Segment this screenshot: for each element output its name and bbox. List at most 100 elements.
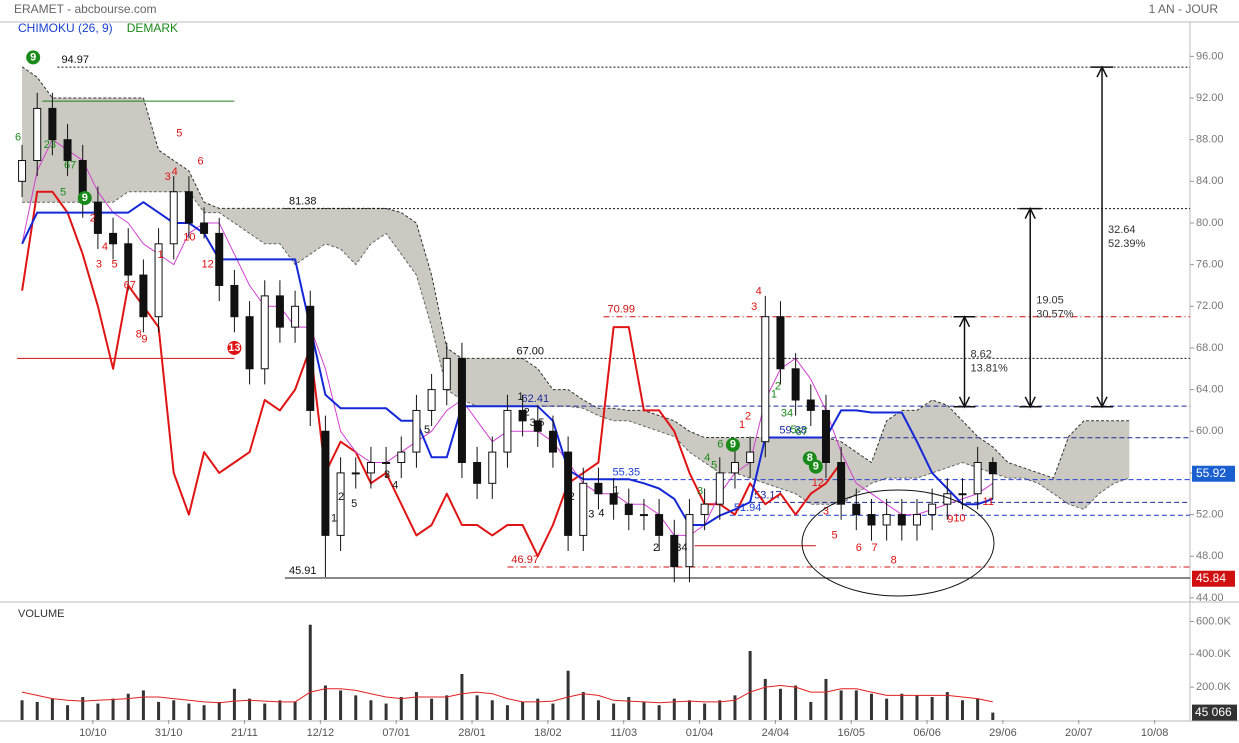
y-tick-label: 88.00 xyxy=(1196,134,1224,146)
period-label: 1 AN - JOUR xyxy=(1149,2,1219,16)
candle-body xyxy=(700,503,709,516)
x-tick-label: 29/06 xyxy=(989,727,1017,739)
volume-bar xyxy=(839,690,843,720)
volume-bar xyxy=(521,701,525,720)
x-tick-label: 11/03 xyxy=(610,727,637,739)
demark-count: 10 xyxy=(183,231,195,243)
volume-bar xyxy=(900,693,904,720)
level-label: 46.97 xyxy=(511,554,539,566)
cloud-lower-edge xyxy=(22,191,1130,510)
volume-bar xyxy=(991,712,995,720)
candle-body xyxy=(715,472,724,505)
x-tick-label: 20/07 xyxy=(1065,727,1093,739)
demark-count: 4 xyxy=(756,286,762,298)
demark-count: 3 xyxy=(588,508,594,520)
y-tick-label: 76.00 xyxy=(1196,259,1224,271)
candle-body xyxy=(958,493,967,496)
candle-body xyxy=(351,472,360,475)
volume-bar xyxy=(869,693,873,720)
y-tick-label: 68.00 xyxy=(1196,342,1224,354)
volume-bar xyxy=(399,697,403,720)
volume-bar xyxy=(763,678,767,720)
candle-body xyxy=(93,201,102,234)
demark-count: 4 xyxy=(598,507,604,519)
y-tick-label: 72.00 xyxy=(1196,300,1224,312)
candle-body xyxy=(579,482,588,536)
x-tick-label: 06/06 xyxy=(913,727,941,739)
demark-count: 4 xyxy=(704,452,710,464)
volume-bar xyxy=(187,703,191,720)
volume-bar xyxy=(490,700,494,720)
volume-bar xyxy=(157,701,161,720)
demark-count: 5 xyxy=(538,417,544,429)
price-tag-label: 55.92 xyxy=(1196,466,1226,480)
demark-count: 6 xyxy=(717,439,723,451)
highlight-ellipse xyxy=(801,489,995,597)
demark-count: 4 xyxy=(172,166,178,178)
volume-bar xyxy=(217,701,221,720)
volume-bar xyxy=(50,698,54,720)
demark-count: 5 xyxy=(831,529,837,541)
demark-count: 34 xyxy=(675,542,687,554)
x-tick-label: 31/10 xyxy=(155,727,183,739)
volume-bar xyxy=(945,692,949,720)
volume-tick-label: 600.0K xyxy=(1196,615,1232,627)
demark-count: 5 xyxy=(60,187,66,199)
x-tick-label: 10/10 xyxy=(79,727,107,739)
volume-tick-label: 400.0K xyxy=(1196,648,1232,660)
volume-bar xyxy=(339,690,343,720)
volume-ma-line xyxy=(21,685,993,704)
candle-body xyxy=(837,461,846,505)
demark-count: 9 xyxy=(730,439,736,451)
candle-body xyxy=(154,243,163,318)
demark-count: 67 xyxy=(124,279,136,291)
volume-bar xyxy=(20,700,24,720)
volume-bar xyxy=(794,685,798,720)
candle-body xyxy=(670,534,679,568)
candle-body xyxy=(109,232,118,245)
x-tick-label: 24/04 xyxy=(762,727,790,739)
volume-bar xyxy=(596,700,600,720)
candle-body xyxy=(518,409,527,422)
candle-body xyxy=(33,107,42,162)
volume-bar xyxy=(354,695,358,720)
volume-bar xyxy=(748,651,752,720)
candle-body xyxy=(730,461,739,474)
volume-bar xyxy=(263,703,267,720)
measure-change: 8.62 xyxy=(971,349,992,361)
level-label: 62.41 xyxy=(522,393,550,405)
price-tag-label: 45.84 xyxy=(1196,571,1226,585)
volume-bar xyxy=(66,705,70,720)
x-tick-label: 18/02 xyxy=(534,727,562,739)
y-tick-label: 92.00 xyxy=(1196,92,1224,104)
candle-body xyxy=(366,461,375,474)
volume-bar xyxy=(96,703,100,720)
demark-count: 3 xyxy=(751,301,757,313)
volume-bar xyxy=(81,697,85,720)
candle-body xyxy=(973,461,982,495)
volume-bar xyxy=(581,692,585,720)
demark-count: 7 xyxy=(871,542,877,554)
candle-body xyxy=(867,514,876,526)
demark-count: 67 xyxy=(796,426,808,438)
demark-count: 12 xyxy=(201,259,213,271)
volume-bar xyxy=(323,685,327,720)
demark-count: 9 xyxy=(30,51,36,63)
demark-count: 8 xyxy=(136,328,142,340)
demark-count: 5 xyxy=(176,127,182,139)
volume-bar xyxy=(430,698,434,720)
demark-badge xyxy=(725,437,740,452)
candle-body xyxy=(685,514,694,568)
volume-bar xyxy=(293,701,297,720)
candle-body xyxy=(184,191,193,224)
candle-body xyxy=(943,493,952,505)
candle-body xyxy=(382,461,391,464)
demark-count: 3 xyxy=(96,259,102,271)
measure-percent: 30.57% xyxy=(1036,309,1074,321)
volume-bar xyxy=(384,703,388,720)
volume-bar xyxy=(308,624,312,720)
candle-body xyxy=(639,514,648,517)
y-tick-label: 84.00 xyxy=(1196,175,1224,187)
volume-bar xyxy=(505,705,509,720)
